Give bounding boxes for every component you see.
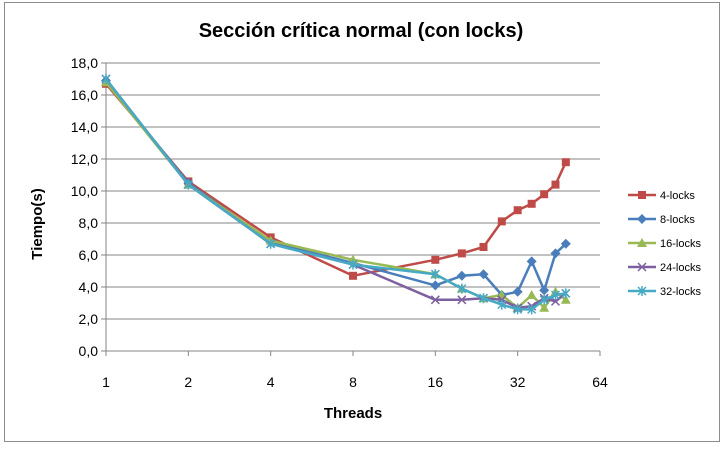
data-point [266, 238, 276, 249]
data-point [637, 214, 647, 224]
data-point [497, 299, 507, 310]
data-point [512, 286, 523, 297]
legend-item: 24-locks [628, 262, 701, 274]
data-point [539, 302, 550, 312]
x-axis-title: Threads [324, 405, 382, 422]
legend: 4-locks 8-locks 16-locks 24-locks 32-locks [628, 190, 701, 298]
y-tick-label: 6,0 [79, 247, 99, 263]
data-point [478, 293, 489, 304]
legend-label: 16-locks [660, 238, 701, 250]
data-point [560, 238, 571, 249]
series-line [105, 78, 567, 310]
y-tick-label: 16,0 [71, 87, 98, 103]
legend-item: 16-locks [628, 238, 701, 250]
data-point [497, 217, 506, 226]
series-line [105, 82, 567, 278]
chart-frame [4, 2, 720, 442]
series-line [105, 78, 566, 311]
x-tick-label: 64 [592, 374, 608, 390]
y-tick-label: 4,0 [79, 279, 99, 295]
y-tick-label: 0,0 [79, 343, 99, 359]
data-point [526, 256, 537, 267]
data-point [540, 190, 549, 199]
x-tick-label: 1 [102, 374, 110, 390]
data-point [638, 191, 646, 199]
data-point [478, 269, 489, 280]
y-tick-label: 12,0 [71, 151, 98, 167]
data-point [550, 290, 561, 300]
data-point [526, 290, 537, 299]
x-tick-label: 2 [184, 374, 192, 390]
data-point [457, 249, 466, 258]
legend-label: 8-locks [660, 214, 695, 226]
data-point [348, 259, 358, 270]
legend-item: 32-locks [628, 286, 701, 298]
data-point [560, 294, 571, 304]
legend-item: 8-locks [628, 214, 695, 226]
data-point [637, 286, 647, 296]
series-4-locks [102, 79, 570, 280]
data-point [551, 180, 560, 189]
data-point [457, 283, 467, 294]
y-tick-label: 8,0 [79, 215, 99, 231]
series-line [105, 81, 567, 310]
data-point [637, 238, 647, 247]
legend-label: 24-locks [660, 262, 701, 274]
data-point [430, 280, 441, 291]
gridlines [106, 62, 600, 320]
data-point [457, 295, 467, 305]
chart-title: Sección crítica normal (con locks) [199, 20, 524, 42]
data-point [183, 179, 193, 190]
legend-item: 4-locks [628, 190, 695, 202]
y-tick-label: 2,0 [79, 311, 99, 327]
x-tick-label: 8 [349, 374, 357, 390]
data-point [431, 255, 440, 264]
data-point [513, 206, 522, 215]
data-point [550, 248, 561, 259]
tick-labels: 0,0 2,0 4,0 6,0 8,0 10,0 12,0 14,0 16,0 18,0 1 2 4 8 1… [71, 55, 608, 390]
series-32-locks [101, 74, 571, 315]
x-tick-label: 16 [428, 374, 444, 390]
data-point [456, 270, 467, 281]
data-point [479, 243, 488, 251]
x-tick-label: 4 [267, 374, 275, 390]
data-point [561, 158, 570, 167]
x-tick-label: 32 [510, 374, 526, 390]
series-group [101, 74, 571, 315]
data-point [430, 269, 440, 280]
data-point [637, 262, 647, 272]
data-point [527, 304, 537, 315]
data-point [539, 285, 550, 296]
data-point [527, 199, 536, 208]
data-point [513, 304, 523, 315]
series-line [105, 79, 567, 297]
series-24-locks [101, 74, 571, 313]
legend-label: 4-locks [660, 190, 695, 202]
y-tick-label: 10,0 [71, 183, 98, 199]
data-point [539, 294, 549, 305]
legend-label: 32-locks [660, 286, 701, 298]
data-point [550, 296, 561, 306]
data-point [561, 288, 571, 299]
axes [101, 62, 601, 356]
y-tick-label: 18,0 [71, 55, 98, 71]
series-8-locks [101, 75, 571, 300]
data-point [349, 271, 357, 280]
data-point [430, 295, 440, 305]
y-axis-title: Tiempo(s) [29, 188, 46, 259]
series-16-locks [101, 77, 571, 312]
y-tick-label: 14,0 [71, 119, 98, 135]
data-point [101, 74, 111, 84]
